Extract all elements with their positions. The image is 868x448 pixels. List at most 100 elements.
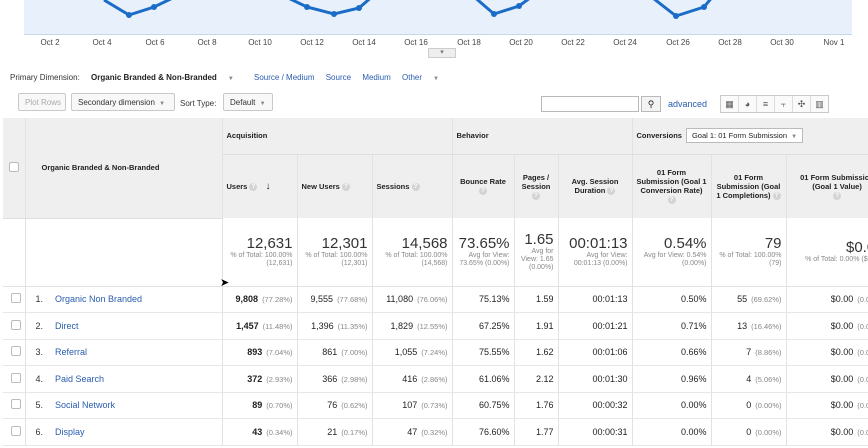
row-percent: (0.00%) [857, 427, 868, 437]
help-icon[interactable]: ? [667, 196, 676, 205]
plot-rows-button[interactable]: Plot Rows [18, 93, 66, 111]
date-tick: Oct 14 [352, 38, 376, 47]
help-icon[interactable]: ? [341, 182, 350, 191]
primary-dimension-label: Primary Dimension: [10, 73, 80, 82]
row-completions-cell: 7 (8.86%) [711, 339, 787, 366]
help-icon[interactable]: ? [249, 182, 258, 191]
pivot-icon[interactable]: ▥ [811, 96, 828, 112]
table-search-input[interactable] [541, 96, 639, 112]
total-users: 12,631% of Total: 100.00% (12,631) [222, 218, 298, 287]
row-new-users: 9,555 [310, 294, 334, 305]
dimension-source-medium[interactable]: Source / Medium [254, 73, 315, 82]
performance-icon[interactable]: ≡ [757, 96, 775, 112]
col-bounce-rate[interactable]: Bounce Rate? [452, 154, 515, 218]
row-pages-session-cell: 1.77 [514, 418, 559, 446]
chevron-down-icon: ▼ [159, 101, 166, 107]
help-icon[interactable]: ? [607, 187, 616, 196]
primary-dimension-bar: Primary Dimension: Organic Branded & Non… [10, 73, 457, 82]
row-completions-cell: 4 (5.06%) [711, 365, 787, 393]
col-new-users[interactable]: New Users ? [297, 154, 373, 218]
row-dimension-link[interactable]: Direct [55, 320, 79, 331]
help-icon[interactable]: ? [532, 191, 541, 200]
table-view-icon[interactable]: ▦ [721, 96, 739, 112]
row-pages-session-cell: 2.12 [514, 365, 559, 393]
row-dimension-link[interactable]: Paid Search [55, 373, 105, 384]
row-dimension-link[interactable]: Organic Non Branded [55, 294, 143, 305]
row-percent: (7.00%) [341, 348, 368, 358]
row-checkbox[interactable] [10, 425, 21, 436]
col-goal-completions[interactable]: 01 Form Submission (Goal 1 Completions) … [711, 154, 787, 218]
search-icon[interactable]: ⚲ [641, 96, 661, 112]
row-dimension-link[interactable]: Social Network [55, 400, 116, 411]
help-icon[interactable]: ? [411, 182, 420, 191]
table-row: 2. Direct 1,457 (11.48%) 1,396 (11.35%) 1,829(… [3, 312, 868, 340]
row-dimension-link[interactable]: Referral [55, 347, 88, 358]
table-row: 1. Organic Non Branded 9,808 (77.28%) 9,555(… [3, 286, 868, 313]
total-goal-value: $0.00% of Total: 0.00% ($0.00) [786, 218, 868, 287]
row-checkbox-cell [3, 312, 26, 340]
row-bounce-rate: 61.06% [478, 373, 510, 384]
help-icon[interactable]: ? [479, 187, 488, 196]
total-value: 14,568 [401, 235, 448, 253]
col-goal-value[interactable]: 01 Form Submission (Goal 1 Value)? [786, 154, 868, 218]
col-sessions[interactable]: Sessions ? [372, 154, 453, 218]
total-sub: Avg for View: 0.54% (0.00%) [643, 252, 707, 268]
row-percent: (77.28%) [262, 295, 293, 305]
dimension-other[interactable]: Other ▼ [402, 73, 448, 82]
table-toolbar: Plot Rows Secondary dimension ▼ Sort Typ… [0, 90, 868, 118]
row-checkbox[interactable] [10, 399, 21, 410]
row-users-cell: 372 (2.93%) [222, 365, 298, 393]
row-sessions: 47 [407, 426, 418, 437]
row-new-users: 1,396 [311, 320, 334, 331]
row-users: 893 [247, 347, 263, 358]
pie-chart-icon[interactable]: ◕ [739, 96, 757, 112]
col-new-users-label: New Users [301, 181, 340, 191]
date-tick: Oct 8 [197, 38, 217, 47]
dimension-organic-branded[interactable]: Organic Branded & Non-Branded ▼ [91, 73, 243, 82]
col-sessions-label: Sessions [376, 181, 410, 191]
dimension-header[interactable]: Organic Branded & Non-Branded [25, 118, 223, 219]
col-goal-conversion-rate[interactable]: 01 Form Submission (Goal 1 Conversion Ra… [632, 154, 712, 218]
row-dimension-cell: 1. Organic Non Branded [25, 286, 223, 313]
row-checkbox[interactable] [10, 319, 21, 330]
row-dimension-link[interactable]: Display [55, 426, 85, 437]
goal-select[interactable]: Goal 1: 01 Form Submission ▼ [685, 128, 804, 144]
row-users: 1,457 [236, 320, 259, 331]
row-completions: 4 [746, 373, 752, 384]
help-icon[interactable]: ? [772, 191, 781, 200]
total-value: 73.65% [458, 235, 510, 253]
row-checkbox[interactable] [10, 293, 21, 304]
date-tick: Oct 24 [613, 38, 637, 47]
advanced-filter-link[interactable]: advanced [668, 99, 708, 109]
col-avg-duration[interactable]: Avg. Session Duration ? [558, 154, 633, 218]
term-cloud-icon[interactable]: ✣ [793, 96, 811, 112]
help-icon[interactable]: ? [833, 191, 842, 200]
total-completions: 79% of Total: 100.00% (79) [711, 218, 787, 287]
row-percent: (0.70%) [266, 401, 293, 411]
row-percent: (7.24%) [421, 348, 448, 358]
row-percent: (2.86%) [421, 374, 448, 384]
dimension-source[interactable]: Source [325, 73, 352, 82]
dimension-medium[interactable]: Medium [362, 73, 391, 82]
row-completions: 0 [746, 426, 752, 437]
comparison-icon[interactable]: ⫟ [775, 96, 793, 112]
row-new-users-cell: 76 (0.62%) [297, 392, 373, 419]
row-checkbox[interactable] [10, 346, 21, 357]
row-bounce-rate-cell: 67.25% [452, 312, 515, 340]
row-new-users-cell: 1,396 (11.35%) [297, 312, 373, 340]
row-checkbox[interactable] [10, 372, 21, 383]
row-percent: (16.46%) [751, 321, 782, 331]
select-all-checkbox[interactable] [8, 161, 19, 172]
chevron-down-icon: ▼ [259, 101, 266, 107]
col-pages-session[interactable]: Pages / Session? [514, 154, 559, 218]
row-users: 372 [247, 373, 263, 384]
sort-type-select[interactable]: Default ▼ [223, 93, 273, 111]
col-users[interactable]: Users ? ↓ [222, 154, 298, 218]
secondary-dimension-select[interactable]: Secondary dimension ▼ [71, 93, 175, 111]
date-tick: Oct 26 [666, 38, 690, 47]
row-dimension-cell: 5. Social Network [25, 392, 223, 419]
total-value: $0.00 [846, 239, 868, 257]
chart-point [126, 12, 132, 18]
row-bounce-rate: 67.25% [478, 320, 510, 331]
chart-resize-handle[interactable]: ▾ [428, 48, 456, 58]
